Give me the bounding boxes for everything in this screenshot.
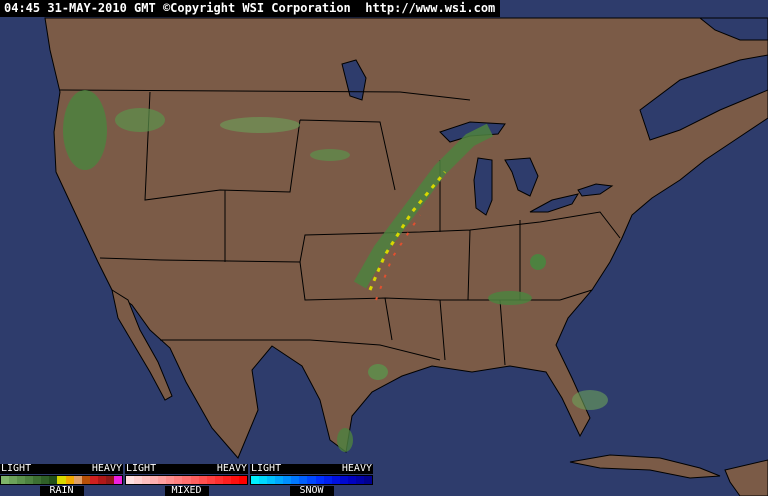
legend-title: RAIN xyxy=(39,486,84,496)
timestamp-header: 04:45 31-MAY-2010 GMT ©Copyright WSI Cor… xyxy=(0,0,500,17)
legend-rain: LIGHT HEAVY RAIN xyxy=(0,464,123,496)
legend-color-scale xyxy=(250,475,373,485)
legend-swatch xyxy=(283,476,292,484)
legend-swatch xyxy=(97,476,106,484)
legend-swatch xyxy=(307,476,316,484)
legend-swatch xyxy=(315,476,324,484)
legend-swatch xyxy=(126,476,135,484)
precipitation-echoes xyxy=(63,90,608,452)
legend-heavy-label: HEAVY xyxy=(91,463,122,474)
legend-swatch xyxy=(142,476,151,484)
legend-swatch xyxy=(73,476,82,484)
legend-swatch xyxy=(291,476,300,484)
legend-swatch xyxy=(158,476,167,484)
legend-swatch xyxy=(331,476,340,484)
legend-swatch xyxy=(25,476,34,484)
legend-swatch xyxy=(275,476,284,484)
legend-swatch xyxy=(89,476,98,484)
legend-swatch xyxy=(41,476,50,484)
legend-swatch xyxy=(323,476,332,484)
legend-swatch xyxy=(214,476,223,484)
legend-title: MIXED xyxy=(164,486,209,496)
legend-swatch xyxy=(81,476,90,484)
legend-swatch xyxy=(113,476,122,484)
cuba xyxy=(569,454,721,479)
legend-snow: LIGHT HEAVY SNOW xyxy=(250,464,373,496)
legend-swatch xyxy=(105,476,114,484)
legend-swatch xyxy=(166,476,175,484)
legend-swatch xyxy=(267,476,276,484)
legend-swatch xyxy=(65,476,74,484)
legend-swatch xyxy=(238,476,247,484)
legend-swatch xyxy=(134,476,143,484)
legend-color-scale xyxy=(125,475,248,485)
baja-peninsula xyxy=(111,288,173,401)
legend-swatch xyxy=(363,476,372,484)
legend-swatch xyxy=(251,476,260,484)
legend-swatch xyxy=(190,476,199,484)
legend-swatch xyxy=(17,476,26,484)
legend-light-label: LIGHT xyxy=(126,463,157,474)
legend-swatch xyxy=(347,476,356,484)
legend-swatch xyxy=(33,476,42,484)
legend-heavy-label: HEAVY xyxy=(216,463,247,474)
legend-swatch xyxy=(206,476,215,484)
legend-swatch xyxy=(57,476,66,484)
legend-swatch xyxy=(299,476,308,484)
legend-swatch xyxy=(174,476,183,484)
legend-title: SNOW xyxy=(289,486,334,496)
legend-swatch xyxy=(222,476,231,484)
legend-swatch xyxy=(150,476,159,484)
legend-light-label: LIGHT xyxy=(251,463,282,474)
legend-swatch xyxy=(198,476,207,484)
legend-swatch xyxy=(230,476,239,484)
hispaniola xyxy=(724,459,768,496)
legend-swatch xyxy=(182,476,191,484)
legend-swatch xyxy=(259,476,268,484)
legend-mixed: LIGHT HEAVY MIXED xyxy=(125,464,248,496)
legend-heavy-label: HEAVY xyxy=(341,463,372,474)
legend-swatch xyxy=(339,476,348,484)
legend-swatch xyxy=(9,476,18,484)
legend-swatch xyxy=(1,476,10,484)
legend-swatch xyxy=(355,476,364,484)
legend-color-scale xyxy=(0,475,123,485)
legend-swatch xyxy=(49,476,58,484)
legend-light-label: LIGHT xyxy=(1,463,32,474)
state-borders xyxy=(59,89,621,366)
great-lakes xyxy=(341,17,768,216)
